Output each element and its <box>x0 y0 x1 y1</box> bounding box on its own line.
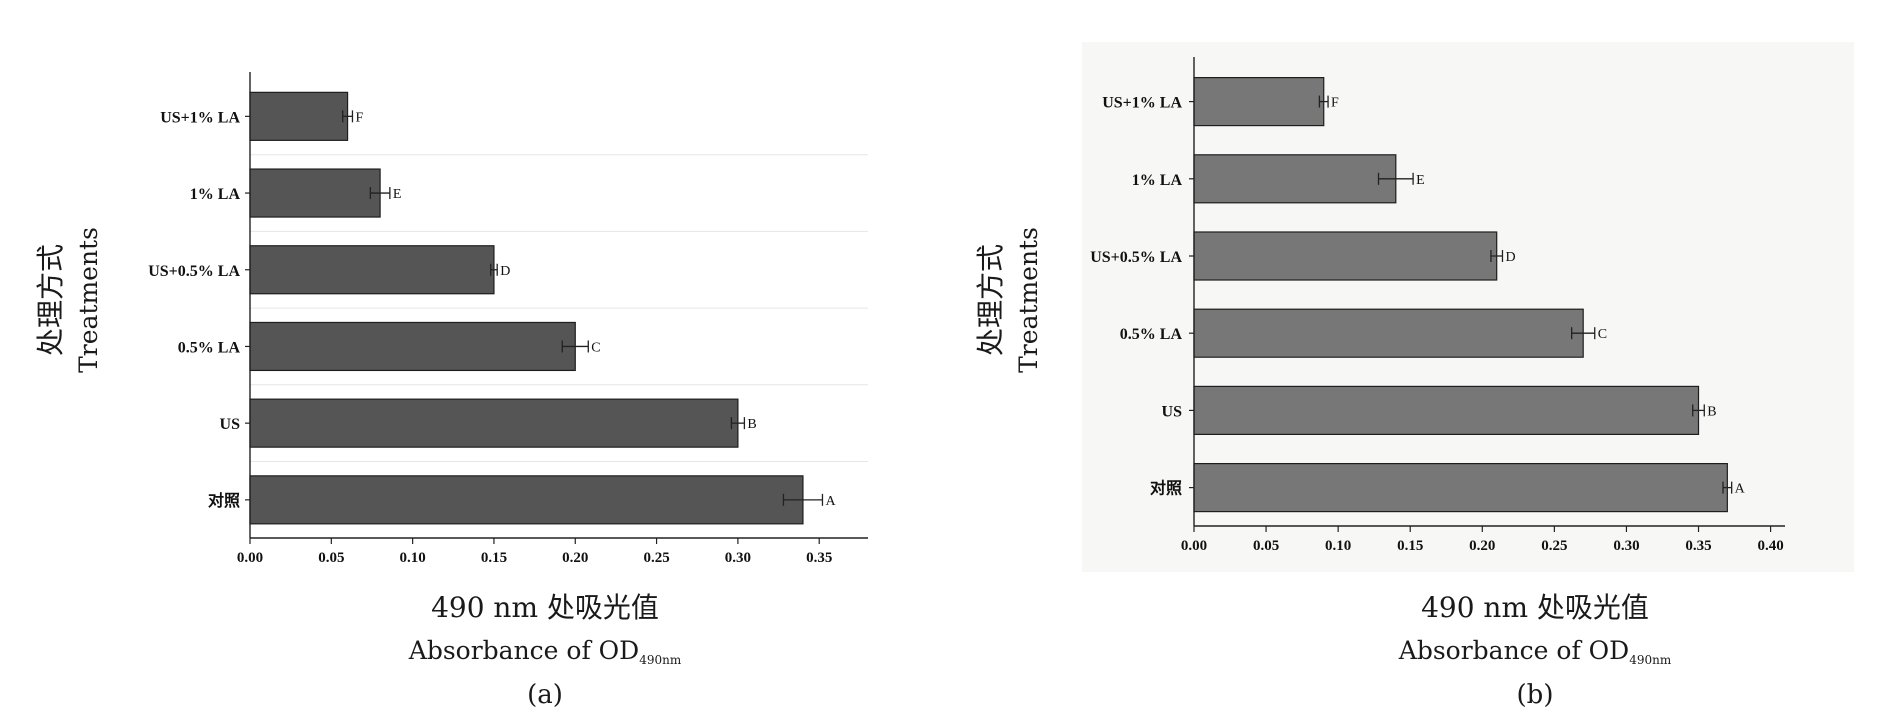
y-axis-title-en-b: Treatments <box>1014 227 1043 373</box>
x-tick-label: 0.35 <box>1685 538 1711 554</box>
x-tick-label: 0.25 <box>1541 538 1567 554</box>
x-axis-title-cn-a: 490 nm 处吸光值 <box>431 591 659 624</box>
bars-a: F E D C B A <box>249 91 836 525</box>
significance-letter: E <box>1416 173 1425 188</box>
category-label: 0.5% LA <box>178 339 241 356</box>
significance-letter: A <box>825 494 836 509</box>
x-tick-label: 0.40 <box>1757 538 1783 554</box>
bar <box>249 321 576 372</box>
significance-letter: E <box>393 187 402 202</box>
x-axis-title-en-b: Absorbance of OD490nm <box>1398 636 1672 667</box>
significance-letter: B <box>747 417 756 432</box>
axes-b: US+1% LA 1% LA US+0.5% LA 0.5% LA US 对照 0.00 0.… <box>1090 57 1785 554</box>
significance-letter: D <box>1505 250 1515 265</box>
bar <box>1193 76 1325 127</box>
category-label: US+0.5% LA <box>148 263 240 280</box>
category-label: 0.5% LA <box>1120 326 1183 343</box>
bar <box>249 475 804 525</box>
significance-letter: F <box>1331 96 1339 111</box>
category-label: US <box>220 416 241 433</box>
significance-letter: F <box>355 110 363 125</box>
category-label: 对照 <box>1150 479 1182 498</box>
x-axis-title-sub-b: 490nm <box>1629 653 1672 667</box>
x-tick-label: 0.35 <box>806 550 832 566</box>
bar <box>249 398 739 448</box>
bar <box>249 245 495 295</box>
category-label: US+1% LA <box>160 109 240 126</box>
bar <box>249 91 349 141</box>
x-axis-title-sub-a: 490nm <box>639 653 682 667</box>
significance-letter: C <box>591 340 600 355</box>
x-tick-label: 0.10 <box>400 550 426 566</box>
x-tick-label: 0.25 <box>643 550 669 566</box>
x-tick-label: 0.00 <box>237 550 263 566</box>
bar <box>249 168 381 218</box>
x-axis-title-en-a: Absorbance of OD490nm <box>408 636 682 667</box>
significance-letter: A <box>1735 482 1746 497</box>
chart-a: F E D C B A US+1% LA 1% LA US+0.5% LA 0.5% LA US 对… <box>34 72 868 710</box>
x-tick-label: 0.15 <box>1397 538 1423 554</box>
y-axis-title-cn-a: 处理方式 <box>34 244 67 356</box>
bar <box>1193 154 1397 204</box>
x-tick-label: 0.30 <box>1613 538 1639 554</box>
axes-a: US+1% LA 1% LA US+0.5% LA 0.5% LA US 对照 0.00 0.… <box>148 72 868 566</box>
category-label: US+0.5% LA <box>1090 249 1182 266</box>
category-label: 对照 <box>208 491 240 510</box>
x-tick-label: 0.05 <box>1253 538 1279 554</box>
y-axis-title-cn-b: 处理方式 <box>974 244 1007 356</box>
category-label: US <box>1162 403 1183 420</box>
category-label: 1% LA <box>190 186 241 203</box>
significance-letter: B <box>1707 404 1716 419</box>
x-tick-label: 0.20 <box>562 550 588 566</box>
chart-b: F E D C B A US+1% LA 1% LA US+0.5% LA 0.5% LA US 对… <box>974 42 1854 710</box>
grid-a <box>250 154 868 462</box>
panel-label-a: (a) <box>527 680 563 710</box>
bar <box>1193 463 1728 513</box>
y-axis-title-en-a: Treatments <box>74 227 103 373</box>
category-label: 1% LA <box>1132 172 1183 189</box>
panel-label-b: (b) <box>1517 680 1554 710</box>
bar <box>1193 231 1498 281</box>
x-axis-title-en-text-a: Absorbance of OD <box>408 636 639 665</box>
x-axis-title-cn-b: 490 nm 处吸光值 <box>1421 591 1649 624</box>
bar <box>1193 308 1584 358</box>
significance-letter: C <box>1598 327 1607 342</box>
x-axis-title-en-text-b: Absorbance of OD <box>1398 636 1629 665</box>
bar <box>1193 385 1700 435</box>
category-label: US+1% LA <box>1102 95 1182 112</box>
x-tick-label: 0.30 <box>725 550 751 566</box>
x-tick-label: 0.15 <box>481 550 507 566</box>
x-tick-label: 0.00 <box>1181 538 1207 554</box>
x-tick-label: 0.20 <box>1469 538 1495 554</box>
x-tick-label: 0.05 <box>318 550 344 566</box>
significance-letter: D <box>500 264 510 279</box>
x-tick-label: 0.10 <box>1325 538 1351 554</box>
